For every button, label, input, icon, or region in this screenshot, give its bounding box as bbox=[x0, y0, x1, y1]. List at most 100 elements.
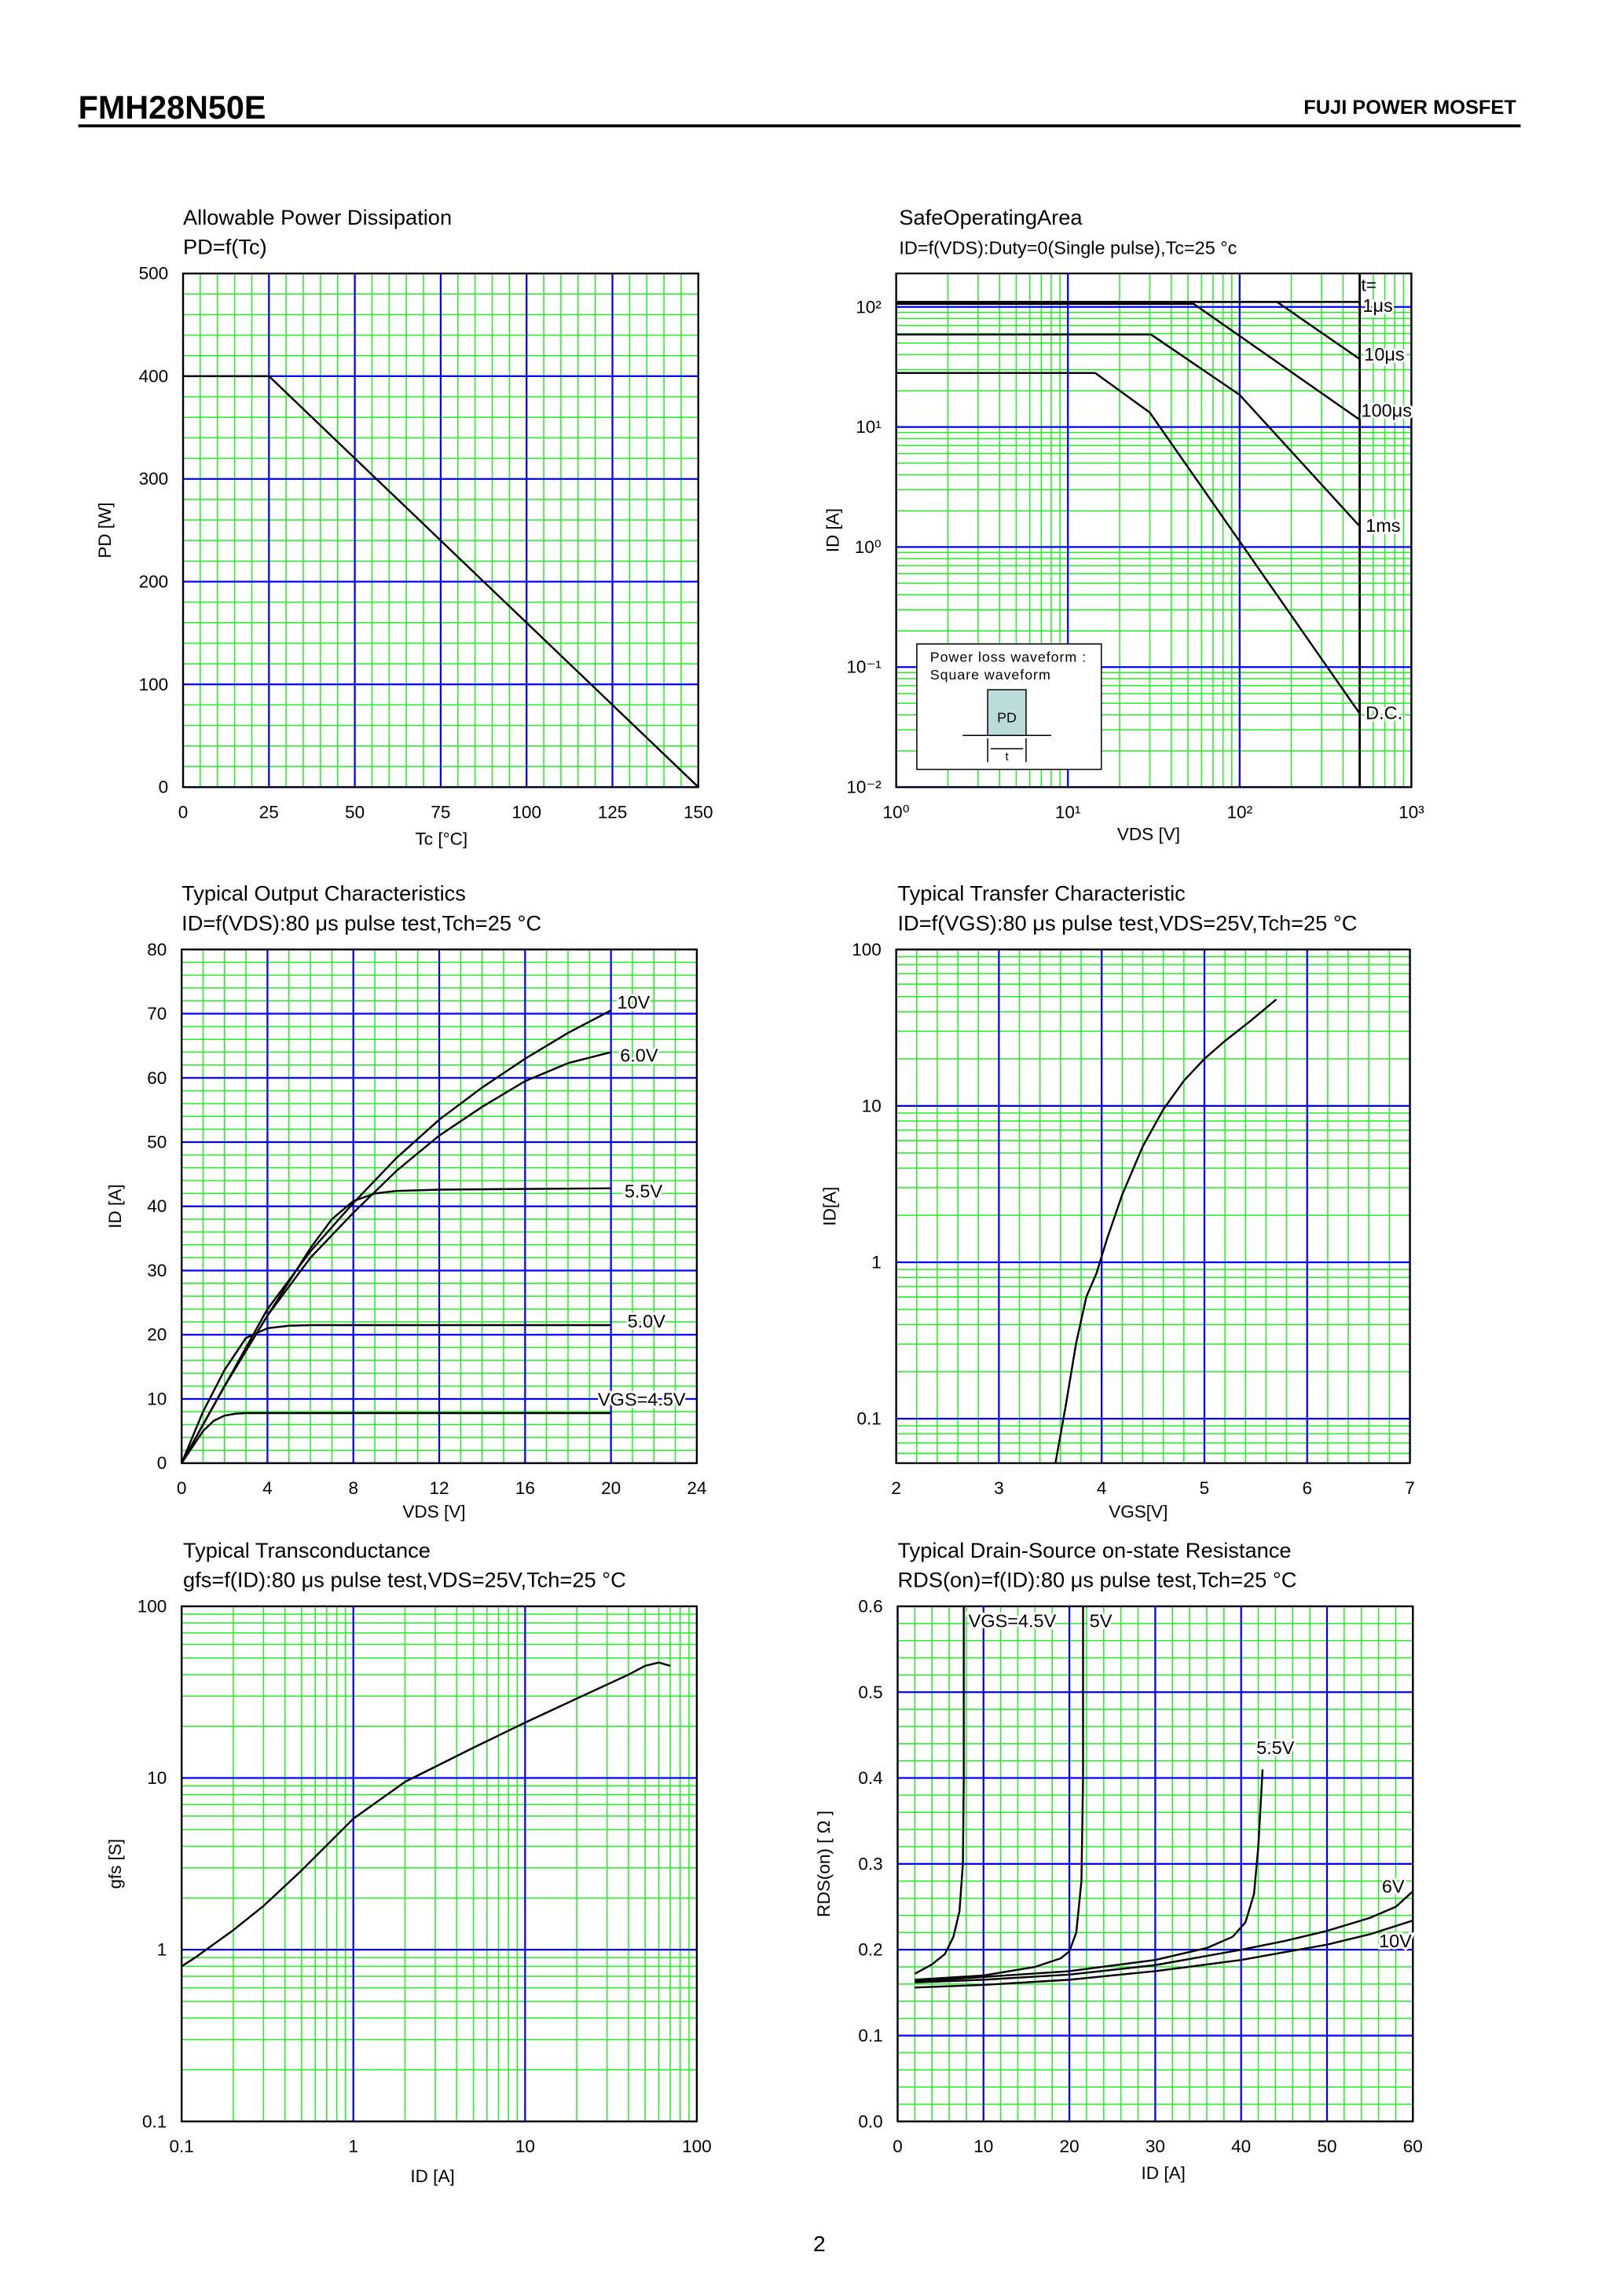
x-tick-label: 3 bbox=[994, 1478, 1004, 1498]
y-tick-label: 0 bbox=[159, 778, 169, 797]
x-tick-label: 40 bbox=[1231, 2137, 1251, 2156]
x-tick-label: 4 bbox=[262, 1478, 273, 1498]
x-tick-label: 4 bbox=[1097, 1478, 1107, 1498]
x-tick-label: 0 bbox=[893, 2137, 903, 2156]
y-axis-label: RDS(on) [ Ω ] bbox=[814, 1811, 834, 1917]
series-label: 5.0V bbox=[628, 1311, 666, 1331]
x-tick-label: 50 bbox=[345, 803, 365, 822]
chart-title: SafeOperatingArea bbox=[899, 205, 1083, 229]
chart-subtitle: ID=f(VDS):Duty=0(Single pulse),Tc=25 °c bbox=[899, 238, 1237, 258]
x-tick-label: 10² bbox=[1227, 803, 1253, 822]
y-tick-label: 0.5 bbox=[858, 1683, 882, 1702]
y-tick-label: 0.1 bbox=[858, 2026, 882, 2045]
y-tick-label: 10 bbox=[147, 1389, 167, 1408]
x-tick-label: 0 bbox=[178, 803, 189, 822]
series-label: 1μs bbox=[1362, 295, 1392, 316]
y-tick-label: 10⁻² bbox=[846, 778, 882, 797]
y-tick-label: 0.6 bbox=[858, 1596, 882, 1616]
series-label: 5.5V bbox=[1256, 1738, 1295, 1758]
series-curve-5-0v bbox=[181, 1324, 611, 1464]
y-tick-label: 0.3 bbox=[858, 1854, 882, 1873]
pd-pulse-icon bbox=[987, 689, 1027, 737]
x-tick-label: 75 bbox=[431, 803, 450, 822]
series-label: 5V bbox=[1090, 1610, 1113, 1631]
y-tick-label: 40 bbox=[147, 1196, 167, 1216]
x-tick-label: 20 bbox=[1060, 2137, 1080, 2156]
inset-line1: Power loss waveform : bbox=[930, 649, 1087, 665]
y-tick-label: 70 bbox=[147, 1004, 167, 1023]
x-tick-label: 10 bbox=[515, 2137, 535, 2156]
y-tick-label: 0.1 bbox=[856, 1409, 881, 1429]
x-tick-label: 10³ bbox=[1399, 803, 1424, 822]
inset-t-label: t bbox=[1005, 750, 1009, 764]
x-tick-label: 8 bbox=[348, 1478, 358, 1498]
y-tick-label: 10 bbox=[862, 1096, 882, 1115]
part-number: FMH28N50E bbox=[79, 90, 266, 126]
x-tick-label: 10⁰ bbox=[883, 803, 910, 822]
series-label: 1ms bbox=[1366, 515, 1400, 536]
x-tick-label: 12 bbox=[429, 1478, 449, 1498]
y-axis-label: gfs [S] bbox=[105, 1839, 125, 1889]
series-curve-10-s bbox=[896, 301, 1361, 361]
y-tick-label: 20 bbox=[147, 1325, 167, 1345]
y-tick-label: 0.4 bbox=[858, 1768, 882, 1788]
y-axis-label: ID [A] bbox=[823, 508, 842, 552]
x-tick-label: 0.1 bbox=[169, 2137, 193, 2156]
plot-frame bbox=[895, 273, 1413, 789]
y-tick-label: 10⁻¹ bbox=[846, 657, 882, 677]
x-tick-label: 60 bbox=[1403, 2137, 1423, 2156]
chart-title: Typical Transfer Characteristic bbox=[897, 881, 1185, 906]
series-curve-5v bbox=[915, 1606, 1084, 1981]
y-tick-label: 100 bbox=[852, 939, 882, 959]
x-axis-label: VDS [V] bbox=[1117, 825, 1180, 844]
x-tick-label: 150 bbox=[684, 803, 713, 822]
series-curve-10v bbox=[915, 1919, 1413, 1989]
y-axis-label: ID [A] bbox=[105, 1185, 125, 1229]
plot-frame bbox=[896, 1605, 1414, 2122]
inset-pd-label: PD bbox=[997, 709, 1017, 725]
x-tick-label: 50 bbox=[1317, 2137, 1336, 2156]
x-axis-label: VGS[V] bbox=[1109, 1502, 1168, 1522]
soa-inset-legend: Power loss waveform : Square waveform PD… bbox=[916, 643, 1102, 771]
y-tick-label: 30 bbox=[147, 1261, 167, 1280]
x-axis-label: ID [A] bbox=[1142, 2163, 1186, 2183]
x-tick-label: 20 bbox=[601, 1478, 621, 1498]
plot-frame bbox=[181, 1605, 698, 2122]
y-tick-label: 0.0 bbox=[858, 2111, 882, 2131]
y-tick-label: 1 bbox=[157, 1940, 167, 1960]
series-label: 10V bbox=[617, 992, 650, 1013]
series-label: VGS=4.5V bbox=[598, 1389, 686, 1409]
series-label: D.C. bbox=[1366, 703, 1402, 723]
series-curve-5-5v bbox=[915, 1769, 1264, 1983]
x-tick-label: 125 bbox=[598, 803, 628, 822]
series-curve-100-s bbox=[896, 302, 1361, 421]
x-tick-label: 10¹ bbox=[1055, 803, 1081, 822]
series-label: 10V bbox=[1379, 1931, 1412, 1951]
series-label: 6V bbox=[1382, 1877, 1405, 1897]
y-tick-label: 10 bbox=[147, 1768, 167, 1788]
series-curve-vgs-4-5v bbox=[181, 1412, 611, 1464]
series-curve-1ms bbox=[896, 333, 1361, 527]
y-tick-label: 10² bbox=[856, 297, 882, 317]
series-curve-vgs-4-5v bbox=[914, 1606, 965, 1975]
x-axis-label: VDS [V] bbox=[402, 1502, 465, 1522]
x-axis-label: ID [A] bbox=[410, 2166, 454, 2186]
plot-frame bbox=[181, 948, 698, 1464]
chart-3: Typical Output Characteristics ID=f(VDS):… bbox=[105, 881, 706, 1522]
x-tick-label: 0 bbox=[177, 1478, 187, 1498]
series-label: 10μs bbox=[1364, 344, 1404, 364]
x-tick-label: 100 bbox=[682, 2137, 712, 2156]
y-tick-label: 500 bbox=[139, 264, 169, 284]
chart-title: Typical Drain-Source on-state Resistance bbox=[897, 1538, 1291, 1562]
x-tick-label: 7 bbox=[1405, 1478, 1415, 1498]
x-tick-label: 16 bbox=[515, 1478, 535, 1498]
y-tick-label: 300 bbox=[139, 469, 169, 489]
chart-1: Allowable Power Dissipation PD=f(Tc) 0 25 50… bbox=[95, 205, 713, 848]
plot-frame bbox=[895, 948, 1411, 1464]
series-curve-1 bbox=[183, 375, 699, 788]
y-tick-label: 80 bbox=[147, 939, 167, 959]
x-axis-label: Tc [°C] bbox=[416, 829, 468, 848]
